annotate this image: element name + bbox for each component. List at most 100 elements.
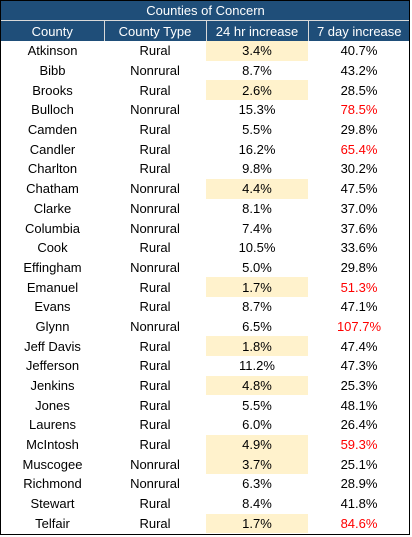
day-increase-cell: 8.4%	[242, 496, 272, 512]
county-cell: Jenkins	[30, 378, 75, 394]
county-type-cell: Rural	[139, 378, 171, 394]
table-row: Jones Rural 5.5% 48.1%	[1, 395, 409, 415]
week-increase-cell: 48.1%	[340, 397, 378, 413]
county-type-cell: Rural	[139, 515, 171, 531]
table-row: McIntosh Rural 4.9% 59.3%	[1, 434, 409, 455]
week-increase-cell: 84.6%	[340, 515, 378, 531]
county-cell: Telfair	[35, 515, 70, 531]
county-cell: Jeff Davis	[24, 338, 81, 354]
header-row: County County Type 24 hr increase 7 day …	[1, 20, 409, 41]
day-increase-cell: 4.9%	[206, 434, 308, 455]
county-type-cell: Rural	[139, 338, 171, 354]
table-row: Chatham Nonrural 4.4% 47.5%	[1, 178, 409, 199]
week-increase-cell: 25.1%	[340, 456, 378, 472]
county-cell: Emanuel	[26, 279, 79, 295]
county-cell: Jones	[35, 397, 70, 413]
county-type-cell: Nonrural	[130, 476, 180, 492]
county-type-cell: Nonrural	[130, 63, 180, 79]
week-increase-cell: 40.7%	[340, 43, 378, 59]
table-row: Brooks Rural 2.6% 28.5%	[1, 80, 409, 101]
header-24hr-increase: 24 hr increase	[206, 20, 309, 41]
week-increase-cell: 43.2%	[340, 63, 378, 79]
day-increase-cell: 11.2%	[239, 358, 275, 374]
county-type-cell: Nonrural	[130, 181, 180, 197]
header-county-type: County Type	[104, 20, 207, 41]
day-increase-cell: 5.0%	[242, 259, 272, 275]
county-cell: Evans	[34, 299, 71, 315]
day-increase-cell: 3.4%	[206, 41, 308, 61]
week-increase-cell: 107.7%	[336, 318, 382, 334]
table-row: Atkinson Rural 3.4% 40.7%	[1, 41, 409, 61]
table-row: Evans Rural 8.7% 47.1%	[1, 297, 409, 317]
county-cell: Clarke	[33, 200, 72, 216]
day-increase-cell: 8.7%	[242, 299, 272, 315]
week-increase-cell: 33.6%	[340, 240, 378, 256]
county-type-cell: Rural	[139, 161, 171, 177]
county-type-cell: Nonrural	[130, 102, 180, 118]
table-row: Telfair Rural 1.7% 84.6%	[1, 513, 409, 534]
table-row: Laurens Rural 6.0% 26.4%	[1, 415, 409, 435]
county-cell: Richmond	[23, 476, 82, 492]
day-increase-cell: 6.3%	[242, 476, 272, 492]
county-cell: Columbia	[25, 220, 80, 236]
table-row: Jenkins Rural 4.8% 25.3%	[1, 375, 409, 396]
week-increase-cell: 78.5%	[340, 102, 378, 118]
table-title: Counties of Concern	[1, 1, 409, 21]
week-increase-cell: 29.8%	[340, 259, 378, 275]
county-cell: Chatham	[26, 181, 79, 197]
county-type-cell: Rural	[139, 122, 171, 138]
day-increase-cell: 3.7%	[206, 454, 308, 475]
header-7day-increase: 7 day increase	[308, 20, 409, 41]
week-increase-cell: 26.4%	[340, 417, 378, 433]
day-increase-cell: 1.8%	[206, 336, 308, 356]
week-increase-cell: 65.4%	[340, 141, 378, 157]
county-cell: Bulloch	[31, 102, 74, 118]
county-type-cell: Nonrural	[130, 318, 180, 334]
week-increase-cell: 28.9%	[340, 476, 378, 492]
week-increase-cell: 47.5%	[340, 181, 378, 197]
county-type-cell: Rural	[139, 437, 171, 453]
table-row: Cook Rural 10.5% 33.6%	[1, 238, 409, 258]
table-row: Bibb Nonrural 8.7% 43.2%	[1, 61, 409, 81]
county-cell: Laurens	[29, 417, 76, 433]
county-type-cell: Nonrural	[130, 259, 180, 275]
county-cell: Brooks	[32, 82, 73, 98]
county-type-cell: Nonrural	[130, 456, 180, 472]
table-row: Camden Rural 5.5% 29.8%	[1, 120, 409, 140]
county-cell: Muscogee	[22, 456, 83, 472]
day-increase-cell: 4.8%	[206, 375, 308, 396]
county-type-cell: Rural	[139, 496, 171, 512]
week-increase-cell: 51.3%	[340, 279, 378, 295]
day-increase-cell: 16.2%	[238, 141, 276, 157]
day-increase-cell: 9.8%	[242, 161, 272, 177]
county-type-cell: Rural	[139, 299, 171, 315]
week-increase-cell: 47.3%	[340, 358, 378, 374]
table-row: Jeff Davis Rural 1.8% 47.4%	[1, 336, 409, 356]
county-cell: Stewart	[30, 496, 75, 512]
county-cell: Glynn	[35, 318, 70, 334]
table-row: Effingham Nonrural 5.0% 29.8%	[1, 258, 409, 278]
county-cell: Charlton	[27, 161, 78, 177]
week-increase-cell: 37.0%	[340, 200, 378, 216]
day-increase-cell: 10.5%	[238, 240, 276, 256]
table-row: Jefferson Rural 11.2% 47.3%	[1, 356, 409, 376]
day-increase-cell: 15.3%	[238, 102, 276, 118]
day-increase-cell: 1.7%	[206, 277, 308, 297]
county-type-cell: Rural	[139, 43, 171, 59]
county-cell: Candler	[29, 141, 76, 157]
table-row: Charlton Rural 9.8% 30.2%	[1, 159, 409, 179]
county-cell: Jefferson	[25, 358, 80, 374]
day-increase-cell: 2.6%	[206, 80, 308, 101]
county-type-cell: Rural	[139, 358, 171, 374]
table-row: Bulloch Nonrural 15.3% 78.5%	[1, 100, 409, 120]
day-increase-cell: 5.5%	[242, 122, 272, 138]
day-increase-cell: 6.0%	[242, 417, 272, 433]
week-increase-cell: 41.8%	[340, 496, 378, 512]
table-row: Muscogee Nonrural 3.7% 25.1%	[1, 454, 409, 475]
county-cell: Camden	[27, 122, 78, 138]
title-row: Counties of Concern	[1, 1, 409, 21]
county-type-cell: Rural	[139, 141, 171, 157]
table-row: Glynn Nonrural 6.5% 107.7%	[1, 317, 409, 337]
